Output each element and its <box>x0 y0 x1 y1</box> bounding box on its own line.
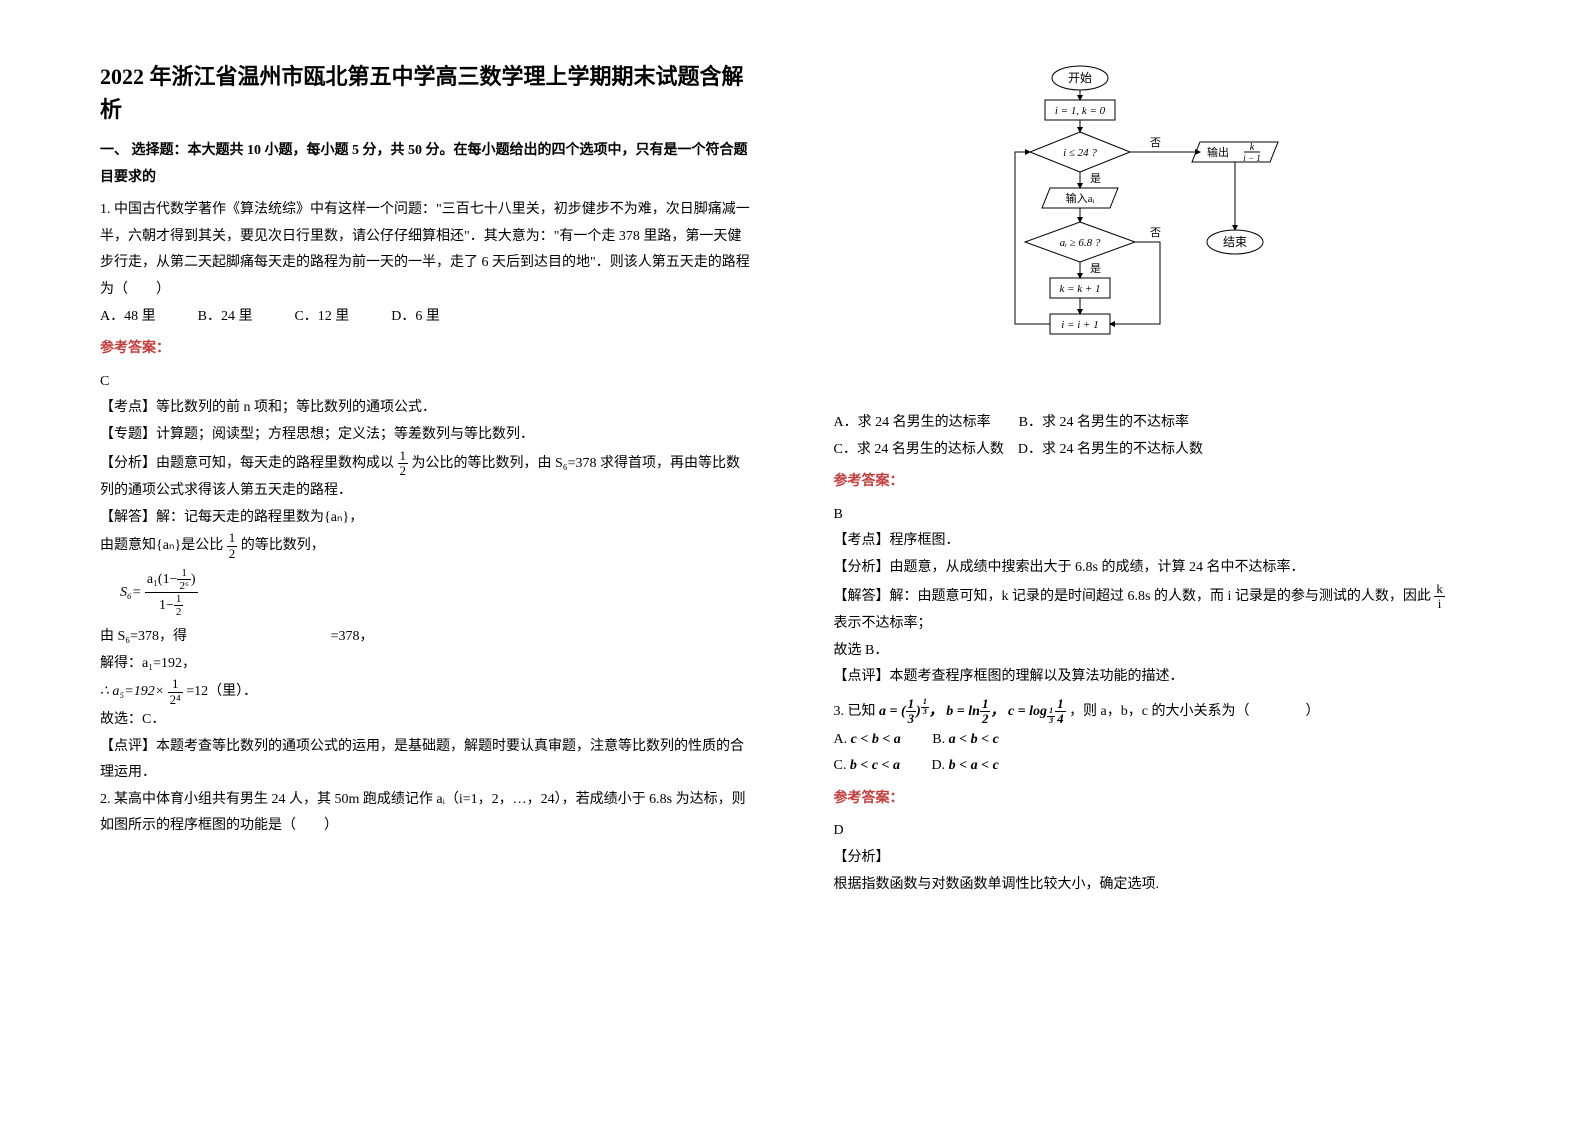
q3-stem-b: ，则 a，b，c 的大小关系为（ ） <box>1069 704 1319 719</box>
q1-fenxi: 【分析】由题意可知，每天走的路程里数构成以 12 为公比的等比数列，由 S₆=3… <box>100 449 754 505</box>
flow-no1: 否 <box>1150 137 1161 149</box>
q2-jie-a: 【解答】解：由题意可知，k 记录的是时间超过 6.8s 的人数，而 i 记录是的… <box>834 589 1431 604</box>
flow-cond2: aᵢ ≥ 6.8 ? <box>1060 237 1101 249</box>
q3-opts-cd: C. b < c < a D. b < a < c <box>834 753 1488 780</box>
flow-end: 结束 <box>1223 235 1247 249</box>
q1-jie5-line: ∴ a₅=192× 12⁴ =12（里）． <box>100 677 754 707</box>
q1-zhuanti: 【专题】计算题；阅读型；方程思想；定义法；等差数列与等比数列． <box>100 422 754 449</box>
fraction-half-icon: 12 <box>227 531 238 561</box>
q2-jiedai: 【解答】解：由题意可知，k 记录的是时间超过 6.8s 的人数，而 i 记录是的… <box>834 582 1488 612</box>
q1-jie3: 由 S₆=378，得 =378， <box>100 624 754 651</box>
flow-kinc: k = k + 1 <box>1060 283 1101 295</box>
fraction-half-icon: 12 <box>398 449 409 479</box>
q3-stem: 3. 已知 a = (13)13， b = ln12， c = log1314 … <box>834 697 1488 727</box>
fraction-k-over-i: ki <box>1434 582 1445 612</box>
q1-options: A．48 里 B．24 里 C．12 里 D．6 里 <box>100 304 754 331</box>
q2-fenxi: 【分析】由题意，从成绩中搜索出大于 6.8s 的成绩，计算 24 名中不达标率． <box>834 555 1488 582</box>
flow-input: 输入aᵢ <box>1066 191 1095 205</box>
q1-jie6: 故选：C． <box>100 707 754 734</box>
q3-stem-a: 3. 已知 <box>834 704 876 719</box>
q1-jie2a: 由题意知{aₙ}是公比 <box>100 538 223 553</box>
q1-s6-formula: S₆= a₁(1−12⁶) 1−12 <box>100 567 754 618</box>
q3-optA: A. c < b < a <box>834 732 901 747</box>
q1-jie5: =12（里）． <box>186 684 257 699</box>
q3-optC: C. b < c < a <box>834 758 901 773</box>
flow-iinc: i = i + 1 <box>1062 319 1099 331</box>
q2-stem: 2. 某高中体育小组共有男生 24 人，其 50m 跑成绩记作 aᵢ（i=1，2… <box>100 787 754 840</box>
flow-init: i = 1, k = 0 <box>1055 105 1106 117</box>
q3-fenxi-hd: 【分析】 <box>834 845 1488 872</box>
flow-start: 开始 <box>1068 71 1092 85</box>
q2-jie2: 故选 B． <box>834 638 1488 665</box>
flow-outfrac-den: i − 1 <box>1243 153 1261 163</box>
q3-fenxi: 根据指数函数与对数函数单调性比较大小，确定选项. <box>834 872 1488 899</box>
flow-yes2: 是 <box>1090 262 1101 275</box>
q1-jie1: 【解答】解：记每天走的路程里数为{aₙ}， <box>100 505 754 532</box>
fraction-1-over-2-4: 12⁴ <box>168 677 183 707</box>
q1-jie3-text: 由 S₆=378，得 <box>100 629 187 644</box>
q1-stem: 1. 中国古代数学著作《算法统综》中有这样一个问题："三百七十八里关，初步健步不… <box>100 197 754 303</box>
flow-yes1: 是 <box>1090 172 1101 185</box>
q2-opts-cd: C．求 24 名男生的达标人数 D．求 24 名男生的不达标人数 <box>834 437 1488 464</box>
q3-optD: D. b < a < c <box>932 758 999 773</box>
flow-no2: 否 <box>1150 227 1161 239</box>
answer-label: 参考答案： <box>100 336 754 363</box>
q1-fenxi-a: 【分析】由题意可知，每天走的路程里数构成以 <box>100 456 394 471</box>
answer-label: 参考答案： <box>834 469 1488 496</box>
exam-title: 2022 年浙江省温州市瓯北第五中学高三数学理上学期期末试题含解析 <box>100 60 754 126</box>
right-column: 开始 i = 1, k = 0 i ≤ 24 ? 是 否 输入aᵢ aᵢ ≥ 6… <box>794 0 1587 1122</box>
q1-jie4: 解得：a₁=192， <box>100 651 754 678</box>
q1-answer: C <box>100 369 754 396</box>
q1-jie2: 由题意知{aₙ}是公比 12 的等比数列， <box>100 531 754 561</box>
q3-eq: a = (13)13， b = ln12， c = log1314 <box>879 704 1069 719</box>
flow-cond1: i ≤ 24 ? <box>1063 147 1097 159</box>
s6-fraction: a₁(1−12⁶) 1−12 <box>145 567 198 618</box>
q3-answer: D <box>834 818 1488 845</box>
s6-label: S₆= <box>120 585 141 600</box>
section-1-head: 一、 选择题：本大题共 10 小题，每小题 5 分，共 50 分。在每小题给出的… <box>100 138 754 191</box>
q2-jie-b: 表示不达标率； <box>834 611 1488 638</box>
q1-kaodian: 【考点】等比数列的前 n 项和；等比数列的通项公式． <box>100 395 754 422</box>
q2-opts-ab: A．求 24 名男生的达标率 B．求 24 名男生的不达标率 <box>834 410 1488 437</box>
flow-output: 输出 <box>1207 145 1229 159</box>
q2-answer: B <box>834 502 1488 529</box>
q1-dianping: 【点评】本题考查等比数列的通项公式的运用，是基础题，解题时要认真审题，注意等比数… <box>100 734 754 787</box>
q3-opts-ab: A. c < b < a B. a < b < c <box>834 727 1488 754</box>
answer-label: 参考答案： <box>834 786 1488 813</box>
q2-kaodian: 【考点】程序框图． <box>834 528 1488 555</box>
q1-jie2b: 的等比数列， <box>241 538 325 553</box>
q2-dianping: 【点评】本题考查程序框图的理解以及算法功能的描述． <box>834 664 1488 691</box>
flow-outfrac-num: k <box>1250 142 1255 153</box>
q1-jie3e: =378， <box>331 629 374 644</box>
left-column: 2022 年浙江省温州市瓯北第五中学高三数学理上学期期末试题含解析 一、 选择题… <box>0 0 794 1122</box>
flowchart-diagram: 开始 i = 1, k = 0 i ≤ 24 ? 是 否 输入aᵢ aᵢ ≥ 6… <box>834 60 1488 400</box>
a5-label: ∴ a₅=192× <box>100 684 164 699</box>
q3-optB: B. a < b < c <box>932 732 999 747</box>
